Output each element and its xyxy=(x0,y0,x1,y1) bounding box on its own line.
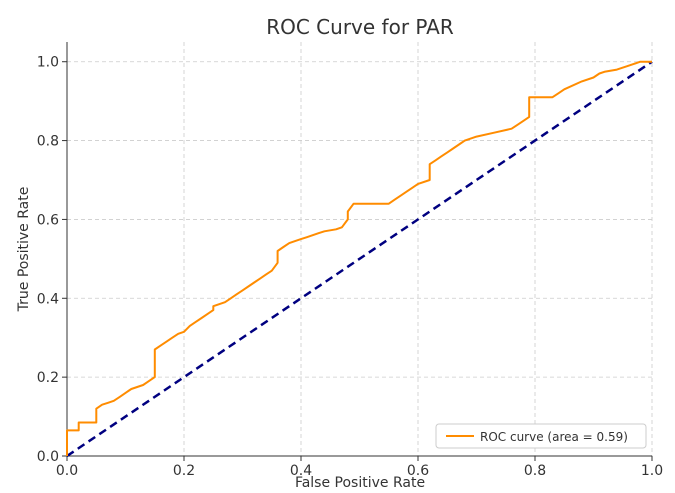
x-tick-label: 1.0 xyxy=(641,463,663,479)
roc-curve-line xyxy=(66,60,652,456)
x-tick-label: 0.6 xyxy=(407,463,429,479)
x-tick-label: 0.2 xyxy=(173,463,195,479)
y-tick-label: 0.2 xyxy=(37,370,59,386)
chart-title: ROC Curve for PAR xyxy=(266,15,454,39)
x-axis-label: False Positive Rate xyxy=(295,475,425,491)
y-tick-label: 0.4 xyxy=(37,291,59,307)
y-tick-label: 0.0 xyxy=(37,449,59,465)
legend-box xyxy=(435,423,647,449)
x-tick-label: 0.0 xyxy=(56,463,78,479)
grid xyxy=(66,42,653,457)
y-tick-label: 0.6 xyxy=(37,212,59,228)
chance-diagonal-line xyxy=(66,60,653,458)
legend-label: ROC curve (area = 0.59) xyxy=(480,430,628,444)
x-tick-label: 0.4 xyxy=(290,463,312,479)
y-axis-label: True Positive Rate xyxy=(16,187,32,313)
series xyxy=(66,60,653,458)
axes xyxy=(66,42,652,457)
x-tick-label: 0.8 xyxy=(524,463,546,479)
ticks: 0.0 0.2 0.4 0.6 0.8 1.0 0.0 0.2 0.4 0.6 0.8 1.0 xyxy=(37,55,663,479)
y-tick-label: 0.8 xyxy=(37,134,59,150)
legend: ROC curve (area = 0.59) xyxy=(435,423,647,449)
y-tick-label: 1.0 xyxy=(37,55,59,71)
